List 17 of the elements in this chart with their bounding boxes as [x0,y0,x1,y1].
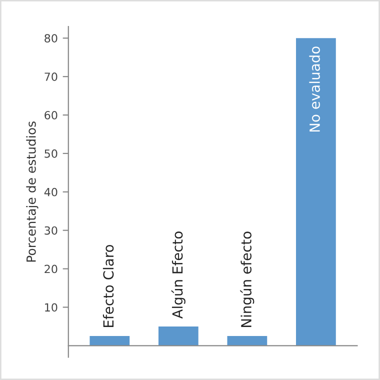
y-tick-label: 60 [44,110,58,120]
y-tick-label: 80 [44,34,58,43]
bar [227,336,268,346]
bar [90,336,130,346]
y-tick-label: 20 [44,264,58,274]
x-tick-label: Algún Efecto [171,232,186,319]
x-tick-label: Ningún efecto [240,232,254,328]
x-tick-label: Efecto Claro [102,244,114,328]
y-tick-label: 70 [44,72,58,81]
bar [158,326,198,346]
y-axis-title: Porcentaje de estudios [26,122,38,262]
y-tick-label: 40 [44,188,58,196]
x-tick-label: No evaluado [309,46,320,132]
y-tick-label: 10 [45,303,58,312]
y-tick-label: 30 [44,226,58,235]
y-tick-label: 50 [44,149,58,158]
bar [296,38,336,346]
